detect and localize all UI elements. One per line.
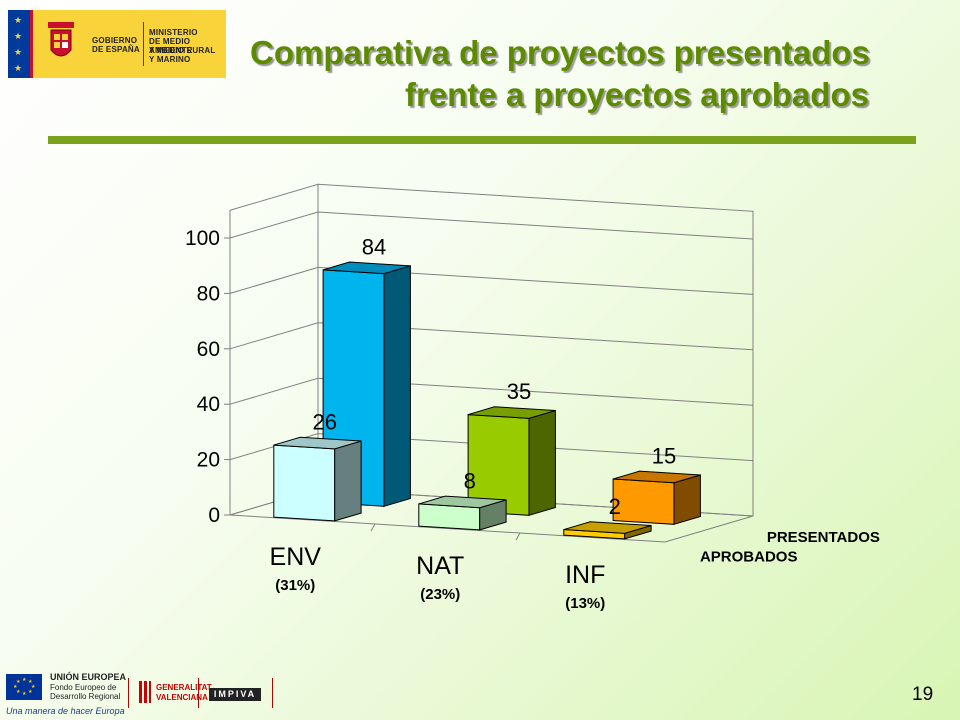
bar-top-face	[322, 261, 411, 275]
data-label-presentados: 84	[362, 234, 386, 259]
bar-front-face	[273, 444, 336, 522]
star-icon: ★	[14, 47, 23, 57]
bar-top-face	[563, 521, 652, 534]
flag-band	[30, 10, 33, 78]
coat-of-arms-icon	[48, 22, 74, 57]
x-category-label: NAT	[416, 552, 464, 580]
x-tick-mark	[370, 523, 376, 532]
star-icon: ★	[14, 63, 23, 73]
slide-title-line-1: Comparativa de proyectos presentados	[250, 34, 870, 71]
data-label-aprobados: 8	[464, 468, 476, 493]
bar-top-face	[612, 470, 701, 484]
bar-aprobados-inf	[563, 521, 652, 540]
y-tick-label: 0	[208, 504, 220, 527]
bar-front-face	[418, 503, 481, 531]
flag-stripe	[8, 10, 30, 78]
eu-motto: Una manera de hacer Europa	[6, 706, 125, 716]
bar-presentados-inf	[612, 470, 701, 525]
bar-aprobados-nat	[418, 495, 507, 531]
x-category-note: (13%)	[565, 595, 605, 612]
y-tick-label: 20	[197, 449, 220, 472]
logo-ministry-line-4: Y MARINO	[149, 55, 191, 64]
y-tick-label: 40	[197, 393, 220, 416]
bar-side-face	[673, 474, 701, 525]
x-tick-mark	[515, 532, 521, 541]
ministry-logo: ★ ★ ★ ★ GOBIERNO DE ESPAÑA MINISTERIO DE…	[8, 10, 226, 78]
bar-top-face	[273, 436, 362, 450]
gridline	[229, 322, 754, 351]
footer-divider	[198, 678, 199, 708]
series-label-aprobados: APROBADOS	[700, 549, 798, 566]
footer-divider	[272, 678, 273, 708]
impiva-logo: IMPIVA	[209, 688, 261, 701]
page-number: 19	[912, 684, 934, 705]
logo-ministry-line-3: Y MEDIO RURAL	[149, 46, 216, 55]
y-tick-label: 100	[185, 227, 220, 250]
bar-side-face	[528, 409, 556, 516]
x-category-label: INF	[565, 561, 605, 589]
generalitat-line-1: GENERALITAT	[156, 683, 212, 692]
logo-ministry-line-1: MINISTERIO	[149, 28, 198, 37]
x-category-note: (23%)	[420, 586, 460, 603]
gridline	[229, 266, 754, 295]
generalitat-shield-icon	[139, 681, 151, 703]
generalitat-line-2: VALENCIANA	[156, 693, 208, 702]
star-icon: ★	[14, 15, 23, 25]
bar-presentados-nat	[467, 406, 556, 516]
y-tick-label: 60	[197, 338, 220, 361]
eu-name: UNIÓN EUROPEA	[50, 672, 127, 682]
star-icon: ★	[14, 31, 23, 41]
title-underline	[48, 136, 916, 144]
logo-divider	[143, 22, 144, 66]
data-label-presentados: 35	[507, 379, 531, 404]
gridline	[229, 377, 754, 406]
slide-title-line-2: frente a proyectos aprobados	[405, 76, 869, 113]
data-label-presentados: 15	[652, 443, 676, 468]
bar-front-face	[612, 478, 675, 525]
footer-divider	[128, 678, 129, 708]
bar-side-face	[334, 440, 362, 522]
eu-fund-line-1: Fondo Europeo de	[50, 683, 117, 692]
data-label-aprobados: 26	[312, 410, 336, 435]
chart-bars	[273, 261, 701, 540]
x-category-label: ENV	[270, 543, 322, 571]
logo-org-line-1: GOBIERNO	[92, 36, 138, 45]
gridline	[229, 433, 754, 462]
x-category-note: (31%)	[275, 577, 315, 594]
logo-org-line-2: DE ESPAÑA	[92, 45, 140, 54]
series-label-presentados: PRESENTADOS	[767, 529, 880, 546]
data-label-aprobados: 2	[609, 494, 621, 519]
gridline	[229, 211, 754, 240]
chart-gridlines	[224, 211, 754, 541]
logo-ministry-line-2: DE MEDIO AMBIENTE	[149, 37, 193, 55]
bar-aprobados-env	[273, 436, 362, 522]
eu-flag-icon: ★ ★ ★ ★ ★ ★ ★ ★	[6, 674, 42, 700]
bar-top-face	[467, 406, 556, 419]
eu-fund-line-2: Desarrollo Regional	[50, 692, 121, 701]
bar-side-face	[383, 265, 411, 507]
bar-top-face	[418, 495, 507, 509]
chart-labels: 0 20 40 60 80 100 84 35 15 26 8 2 ENV (31%) NAT (23%) IN…	[185, 227, 880, 612]
y-tick-label: 80	[197, 282, 220, 305]
